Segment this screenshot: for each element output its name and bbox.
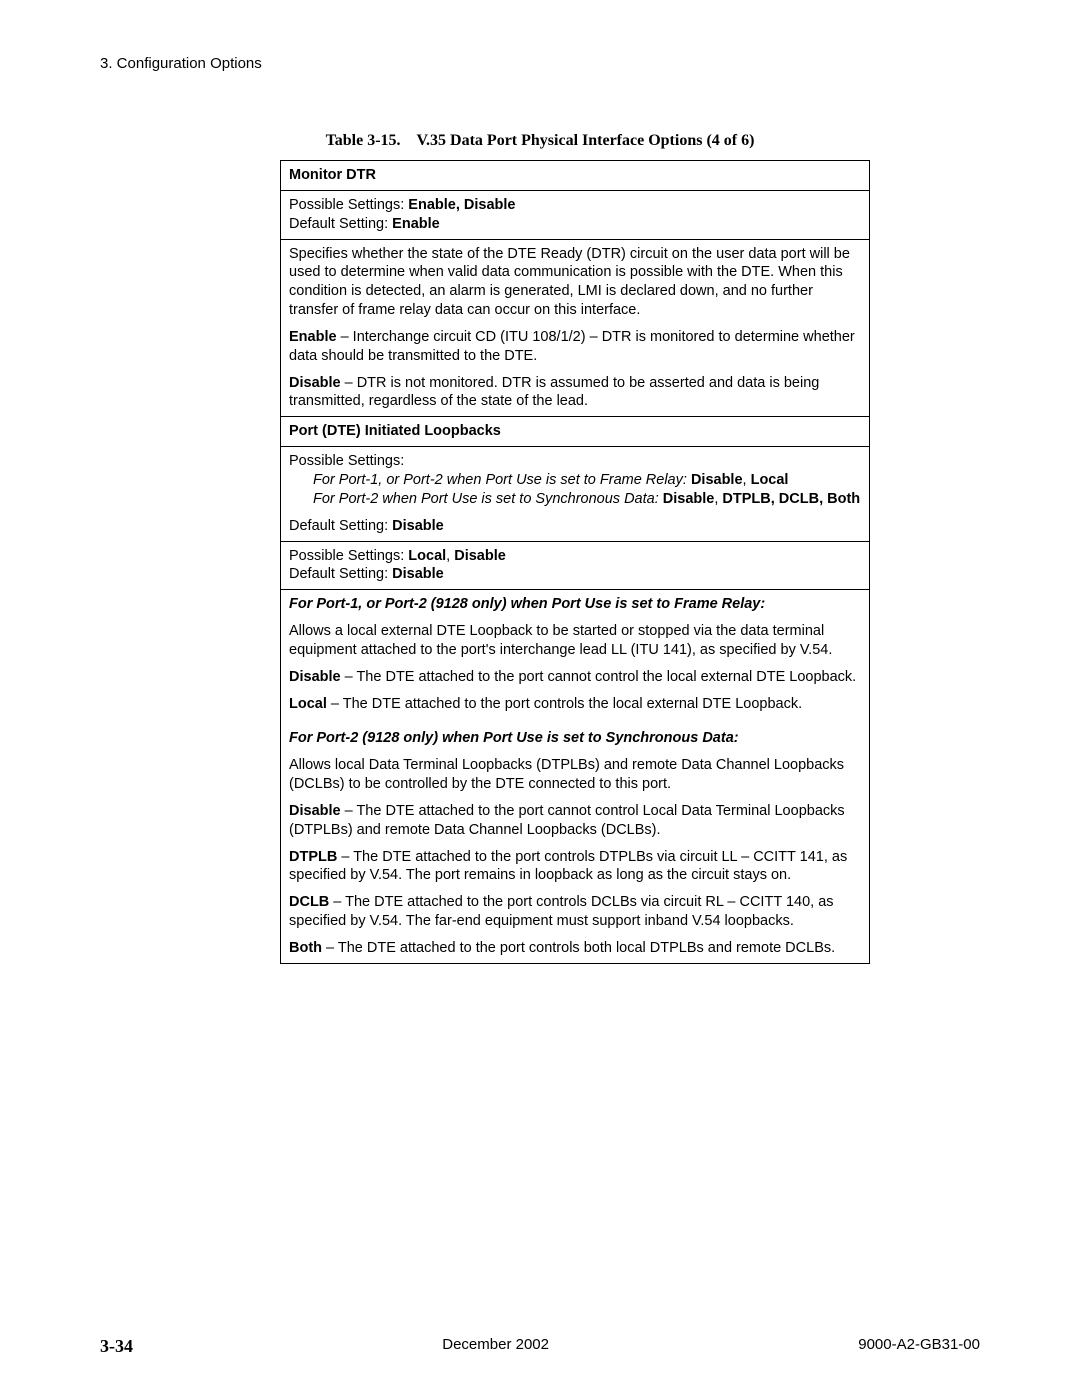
- sd-both-label: Both: [289, 940, 322, 956]
- sd-dtplb-label: DTPLB: [289, 849, 337, 865]
- fr-disable-desc: – The DTE attached to the port cannot co…: [341, 669, 857, 685]
- page-number: 3-34: [100, 1336, 133, 1357]
- sync-data-note: For Port-2 when Port Use is set to Synch…: [313, 491, 663, 507]
- row-monitor-dtr-desc: Specifies whether the state of the DTE R…: [281, 239, 870, 417]
- possible-settings-value: Enable, Disable: [408, 197, 515, 213]
- sd-others: DTPLB, DCLB, Both: [722, 491, 860, 507]
- sd-disable-label: Disable: [289, 803, 341, 819]
- subhead-frame-relay: For Port-1, or Port-2 (9128 only) when P…: [289, 596, 765, 612]
- fr-local-label: Local: [289, 696, 327, 712]
- cell-port-loopbacks-settings1: Possible Settings: For Port-1, or Port-2…: [281, 447, 870, 541]
- sd-desc-1: Allows local Data Terminal Loopbacks (DT…: [289, 757, 844, 792]
- desc-para-1: Specifies whether the state of the DTE R…: [289, 246, 850, 319]
- ps-local: Local: [408, 548, 446, 564]
- cell-monitor-dtr-desc: Specifies whether the state of the DTE R…: [281, 239, 870, 417]
- cell-port-loopbacks-desc: For Port-1, or Port-2 (9128 only) when P…: [281, 590, 870, 964]
- cell-monitor-dtr-settings: Possible Settings: Enable, Disable Defau…: [281, 190, 870, 239]
- possible-settings-label: Possible Settings:: [289, 197, 408, 213]
- disable-desc: – DTR is not monitored. DTR is assumed t…: [289, 375, 819, 410]
- default-setting-label: Default Setting:: [289, 216, 392, 232]
- config-table: Monitor DTR Possible Settings: Enable, D…: [280, 160, 870, 964]
- cell-port-loopbacks-title: Port (DTE) Initiated Loopbacks: [281, 417, 870, 447]
- row-port-loopbacks-title: Port (DTE) Initiated Loopbacks: [281, 417, 870, 447]
- footer-docid: 9000-A2-GB31-00: [858, 1336, 980, 1357]
- default-setting-value: Enable: [392, 216, 440, 232]
- cell-monitor-dtr-title: Monitor DTR: [281, 161, 870, 191]
- fr-disable-label: Disable: [289, 669, 341, 685]
- default-setting-label-3: Default Setting:: [289, 566, 392, 582]
- enable-label: Enable: [289, 329, 337, 345]
- row-port-loopbacks-settings2: Possible Settings: Local, Disable Defaul…: [281, 541, 870, 590]
- fr-disable: Disable: [691, 472, 743, 488]
- sd-disable-desc: – The DTE attached to the port cannot co…: [289, 803, 845, 838]
- frame-relay-note: For Port-1, or Port-2 when Port Use is s…: [313, 472, 691, 488]
- sd-both-desc: – The DTE attached to the port controls …: [322, 940, 835, 956]
- default-setting-value-2: Disable: [392, 518, 444, 534]
- sep1: ,: [743, 472, 751, 488]
- cell-port-loopbacks-settings2: Possible Settings: Local, Disable Defaul…: [281, 541, 870, 590]
- row-monitor-dtr-settings: Possible Settings: Enable, Disable Defau…: [281, 190, 870, 239]
- enable-desc: – Interchange circuit CD (ITU 108/1/2) –…: [289, 329, 855, 364]
- sd-dtplb-desc: – The DTE attached to the port controls …: [289, 849, 847, 884]
- sd-dclb-desc: – The DTE attached to the port controls …: [289, 894, 834, 929]
- page-footer: 3-34 December 2002 9000-A2-GB31-00: [100, 1336, 980, 1357]
- disable-label: Disable: [289, 375, 341, 391]
- row-port-loopbacks-settings1: Possible Settings: For Port-1, or Port-2…: [281, 447, 870, 541]
- default-setting-label-2: Default Setting:: [289, 518, 392, 534]
- row-monitor-dtr-title: Monitor DTR: [281, 161, 870, 191]
- footer-date: December 2002: [442, 1336, 549, 1357]
- fr-local-desc: – The DTE attached to the port controls …: [327, 696, 802, 712]
- default-setting-value-3: Disable: [392, 566, 444, 582]
- sd-dclb-label: DCLB: [289, 894, 329, 910]
- table-caption: Table 3-15. V.35 Data Port Physical Inte…: [100, 132, 980, 150]
- possible-settings-label-3: Possible Settings:: [289, 548, 408, 564]
- fr-local: Local: [751, 472, 789, 488]
- sd-disable: Disable: [663, 491, 715, 507]
- possible-settings-label-2: Possible Settings:: [289, 453, 404, 469]
- fr-desc-1: Allows a local external DTE Loopback to …: [289, 623, 832, 658]
- subhead-sync-data: For Port-2 (9128 only) when Port Use is …: [289, 730, 739, 746]
- chapter-header: 3. Configuration Options: [100, 55, 980, 72]
- row-port-loopbacks-desc: For Port-1, or Port-2 (9128 only) when P…: [281, 590, 870, 964]
- ps-disable: Disable: [454, 548, 506, 564]
- page-container: 3. Configuration Options Table 3-15. V.3…: [0, 0, 1080, 1397]
